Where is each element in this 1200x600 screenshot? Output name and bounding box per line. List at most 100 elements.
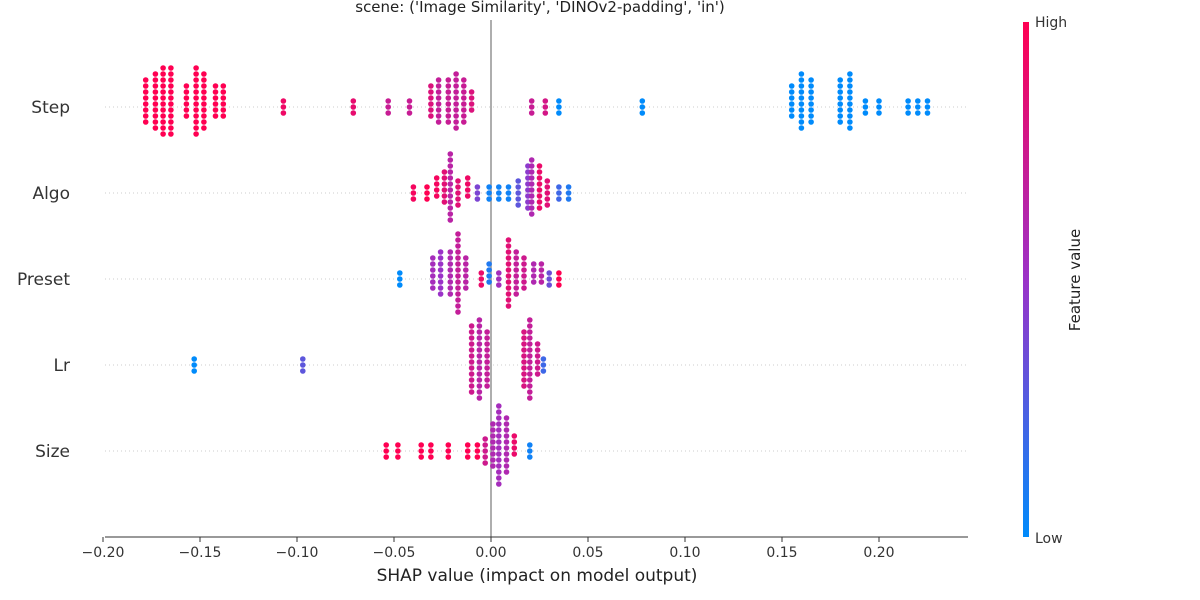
shap-point xyxy=(476,383,483,389)
shap-point xyxy=(544,190,551,196)
shap-point xyxy=(468,329,475,335)
shap-point xyxy=(503,415,510,421)
shap-point xyxy=(453,101,459,107)
shap-point xyxy=(468,347,475,353)
shap-point xyxy=(482,448,489,454)
shap-point xyxy=(515,196,521,202)
shap-point xyxy=(447,199,454,205)
shap-point xyxy=(441,199,448,205)
shap-point xyxy=(437,255,444,261)
shap-point xyxy=(397,276,403,282)
shap-point xyxy=(862,98,869,104)
shap-point xyxy=(168,119,174,125)
x-tick-label: −0.20 xyxy=(82,545,125,561)
shap-point xyxy=(521,335,527,341)
shap-point xyxy=(521,347,527,353)
shap-point xyxy=(447,211,454,217)
shap-point xyxy=(521,273,527,279)
shap-point xyxy=(428,89,434,95)
shap-point xyxy=(152,89,159,95)
shap-point xyxy=(142,95,149,101)
shap-point xyxy=(461,113,467,119)
shap-point xyxy=(447,187,454,193)
shap-point xyxy=(468,365,475,371)
shap-point xyxy=(447,279,454,285)
shap-point xyxy=(798,125,805,131)
shap-point xyxy=(490,445,496,451)
shap-point xyxy=(468,383,475,389)
shap-point xyxy=(193,119,199,125)
shap-point xyxy=(490,457,496,463)
shap-point xyxy=(482,454,489,460)
shap-point xyxy=(433,187,440,193)
feature-label-lr: Lr xyxy=(54,356,70,376)
shap-point xyxy=(160,107,166,113)
shap-point xyxy=(490,433,496,439)
shap-point xyxy=(505,297,512,303)
shap-point xyxy=(847,119,853,125)
shap-point xyxy=(447,291,454,297)
shap-point xyxy=(556,190,562,196)
shap-point xyxy=(193,89,199,95)
shap-point xyxy=(837,77,843,83)
shap-point xyxy=(447,255,454,261)
shap-point xyxy=(445,113,452,119)
shap-point xyxy=(476,365,483,371)
shap-point xyxy=(639,110,646,116)
shap-point xyxy=(385,98,392,104)
shap-point xyxy=(142,101,149,107)
shap-point xyxy=(435,113,442,119)
shap-point xyxy=(468,335,475,341)
shap-point xyxy=(496,270,502,276)
shap-point xyxy=(486,273,492,279)
shap-point xyxy=(837,89,843,95)
shap-point xyxy=(383,448,390,454)
shap-point xyxy=(193,83,199,89)
shap-point xyxy=(455,297,461,303)
shap-point xyxy=(220,107,227,113)
shap-point xyxy=(455,285,461,291)
shap-point xyxy=(798,83,805,89)
shap-point xyxy=(418,442,425,448)
shap-point xyxy=(212,113,219,119)
shap-point xyxy=(521,261,527,267)
shap-point xyxy=(201,113,207,119)
shap-point xyxy=(468,341,475,347)
shap-point xyxy=(455,273,461,279)
shap-point xyxy=(484,347,490,353)
shap-point xyxy=(437,267,444,273)
shap-point xyxy=(556,104,562,110)
shap-point xyxy=(455,243,461,249)
shap-point xyxy=(193,125,199,131)
shap-point xyxy=(536,205,543,211)
shap-point xyxy=(435,89,442,95)
shap-point xyxy=(464,448,471,454)
shap-point xyxy=(212,83,219,89)
shap-point xyxy=(474,184,481,190)
shap-point xyxy=(540,368,547,374)
shap-point xyxy=(191,362,197,368)
shap-point xyxy=(503,433,510,439)
shap-point xyxy=(410,190,417,196)
shap-point xyxy=(544,184,551,190)
x-axis-title: SHAP value (impact on model output) xyxy=(377,566,698,586)
shap-point xyxy=(453,83,459,89)
shap-point xyxy=(788,83,795,89)
shap-point xyxy=(160,131,166,137)
shap-point xyxy=(464,454,471,460)
shap-point xyxy=(521,353,527,359)
shap-point xyxy=(924,104,931,110)
shap-point xyxy=(482,442,489,448)
shap-point xyxy=(468,101,475,107)
shap-point xyxy=(798,107,805,113)
shap-point xyxy=(847,77,853,83)
shap-point xyxy=(527,317,533,323)
shap-point xyxy=(152,95,159,101)
shap-point xyxy=(220,95,227,101)
shap-point xyxy=(544,196,551,202)
shap-point xyxy=(468,377,475,383)
shap-point xyxy=(430,273,436,279)
shap-point xyxy=(428,113,434,119)
shap-point xyxy=(437,273,444,279)
shap-point xyxy=(430,255,436,261)
